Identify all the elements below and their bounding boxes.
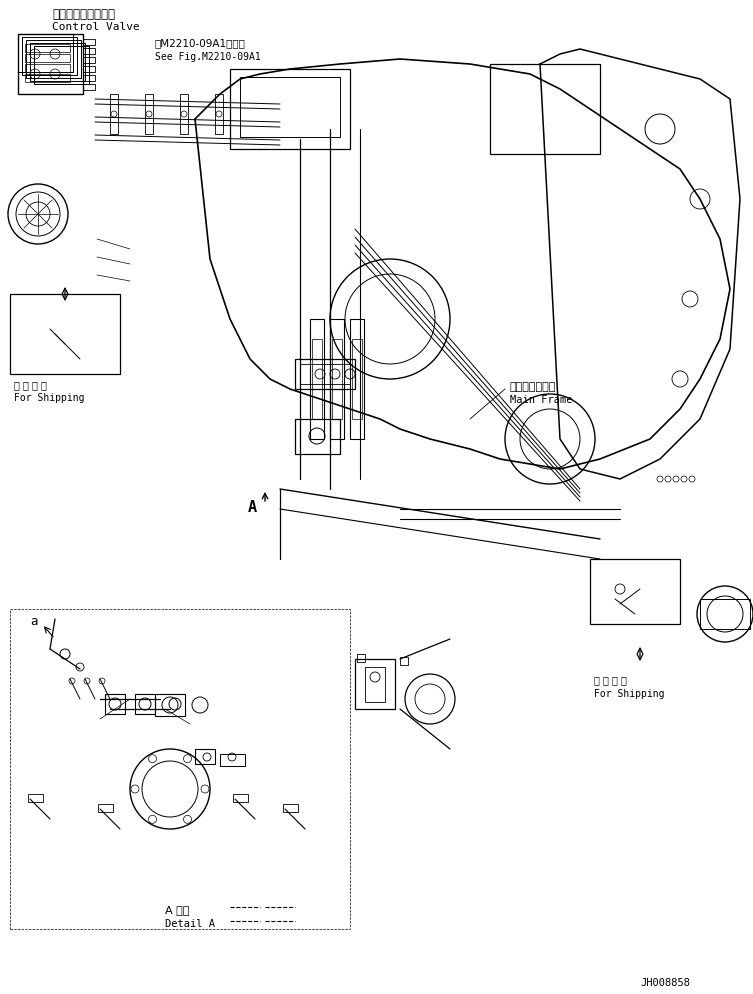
- Bar: [240, 78, 340, 138]
- Text: A 詳細: A 詳細: [165, 905, 189, 914]
- Bar: [283, 804, 298, 812]
- Bar: [180, 94, 188, 135]
- Bar: [700, 599, 750, 629]
- Bar: [18, 35, 73, 73]
- Bar: [312, 340, 322, 419]
- Bar: [34, 47, 89, 84]
- Bar: [295, 419, 340, 454]
- Bar: [83, 49, 95, 55]
- Bar: [22, 38, 77, 76]
- Text: See Fig.M2210-09A1: See Fig.M2210-09A1: [155, 52, 261, 62]
- Bar: [83, 76, 95, 82]
- Text: 第M2210-09A1図参照: 第M2210-09A1図参照: [155, 38, 246, 48]
- Bar: [30, 44, 85, 82]
- Bar: [352, 340, 362, 419]
- Bar: [355, 659, 395, 710]
- Bar: [98, 804, 113, 812]
- Bar: [295, 360, 355, 390]
- Bar: [230, 70, 350, 150]
- Bar: [10, 609, 350, 929]
- Text: Detail A: Detail A: [165, 918, 215, 928]
- Bar: [83, 40, 95, 46]
- Bar: [330, 320, 344, 439]
- Text: JH008858: JH008858: [640, 977, 690, 987]
- Bar: [350, 320, 364, 439]
- Bar: [83, 58, 95, 64]
- Bar: [25, 55, 70, 63]
- Bar: [490, 65, 600, 155]
- Text: For Shipping: For Shipping: [14, 393, 84, 403]
- Bar: [110, 94, 118, 135]
- Bar: [400, 657, 408, 665]
- Bar: [215, 94, 223, 135]
- Text: コントロールバルブ: コントロールバルブ: [52, 8, 115, 21]
- Bar: [357, 654, 365, 662]
- Text: 運 携 部 品: 運 携 部 品: [594, 674, 627, 684]
- Bar: [135, 694, 155, 715]
- Text: Control Valve: Control Valve: [52, 22, 140, 32]
- Bar: [220, 754, 245, 766]
- Bar: [25, 45, 70, 53]
- Text: 運 携 部 品: 運 携 部 品: [14, 380, 47, 390]
- Bar: [310, 320, 324, 439]
- Bar: [18, 35, 83, 94]
- Bar: [83, 67, 95, 73]
- Bar: [300, 365, 350, 385]
- Text: Main Frame: Main Frame: [510, 395, 572, 405]
- Bar: [365, 667, 385, 703]
- Bar: [25, 65, 70, 73]
- Bar: [195, 749, 215, 764]
- Bar: [26, 41, 81, 79]
- Bar: [233, 794, 248, 802]
- Bar: [83, 84, 95, 90]
- Bar: [105, 694, 125, 715]
- Bar: [25, 75, 70, 83]
- Bar: [590, 560, 680, 624]
- Text: メインフレーム: メインフレーム: [510, 382, 556, 392]
- Bar: [10, 294, 120, 375]
- Text: A: A: [248, 500, 257, 515]
- Bar: [155, 694, 185, 717]
- Bar: [332, 340, 342, 419]
- Bar: [28, 794, 43, 802]
- Bar: [145, 94, 153, 135]
- Text: For Shipping: For Shipping: [594, 688, 664, 699]
- Text: a: a: [30, 614, 38, 627]
